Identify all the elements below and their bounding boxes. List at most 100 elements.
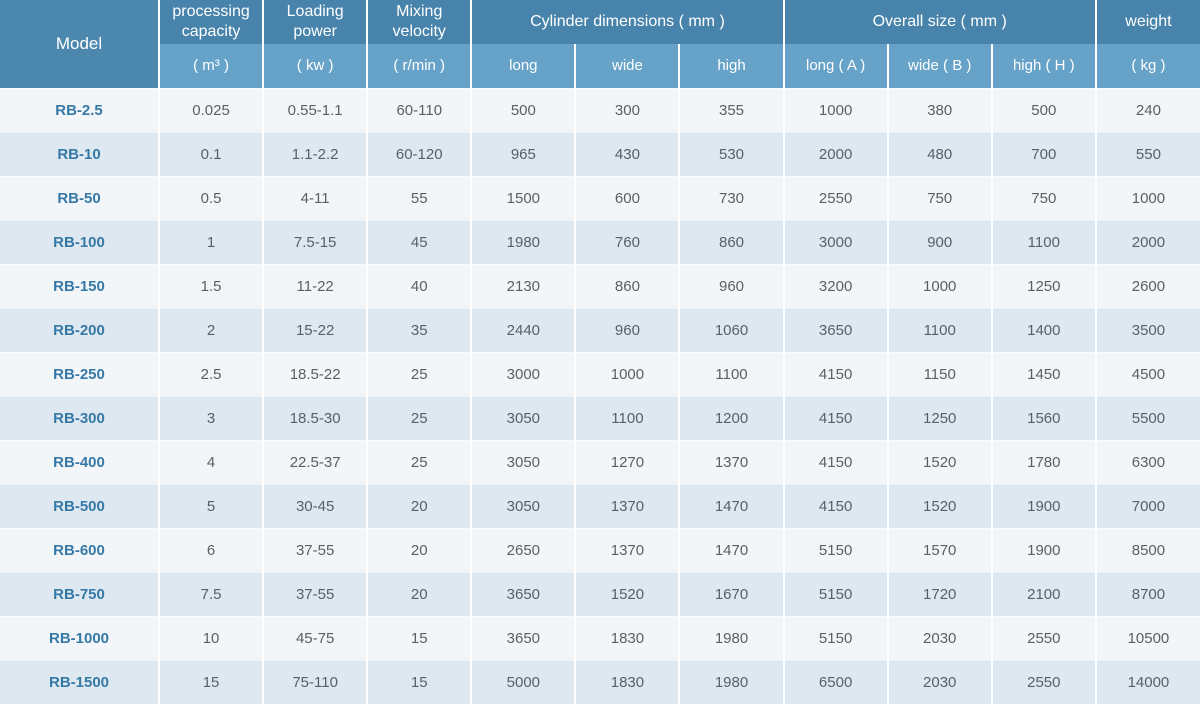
value-cell: 355 <box>679 87 785 132</box>
header-cylinder-wide: wide <box>575 44 681 88</box>
value-cell: 1270 <box>575 439 681 484</box>
value-cell: 3050 <box>471 483 577 528</box>
header-unit-kg: ( kg ) <box>1095 44 1200 88</box>
value-cell: 75-110 <box>263 659 369 704</box>
value-cell: 40 <box>367 263 473 308</box>
value-cell: 1000 <box>1095 175 1200 220</box>
value-cell: 3000 <box>783 219 889 264</box>
value-cell: 1830 <box>575 615 681 660</box>
value-cell: 20 <box>367 527 473 572</box>
value-cell: 1100 <box>575 395 681 440</box>
value-cell: 5150 <box>783 571 889 616</box>
model-cell: RB-150 <box>0 263 160 308</box>
value-cell: 25 <box>367 351 473 396</box>
value-cell: 480 <box>887 131 993 176</box>
table-row: RB-300 3 18.5-30 25 3050 1100 1200 4150 1250 1560… <box>0 395 1200 440</box>
value-cell: 1000 <box>887 263 993 308</box>
value-cell: 530 <box>679 131 785 176</box>
header-cylinder-dimensions: Cylinder dimensions ( mm ) <box>471 0 785 44</box>
value-cell: 1450 <box>991 351 1097 396</box>
value-cell: 2.5 <box>159 351 265 396</box>
header-overall-size: Overall size ( mm ) <box>783 0 1097 44</box>
value-cell: 0.025 <box>159 87 265 132</box>
table-row: RB-10 0.1 1.1-2.2 60-120 965 430 530 2000 480 700… <box>0 131 1200 176</box>
header-overall-long-a: long ( A ) <box>783 44 889 88</box>
value-cell: 0.1 <box>159 131 265 176</box>
value-cell: 4150 <box>783 483 889 528</box>
value-cell: 5150 <box>783 527 889 572</box>
value-cell: 2030 <box>887 659 993 704</box>
value-cell: 2650 <box>471 527 577 572</box>
value-cell: 1670 <box>679 571 785 616</box>
value-cell: 8700 <box>1095 571 1200 616</box>
value-cell: 3 <box>159 395 265 440</box>
table-row: RB-500 5 30-45 20 3050 1370 1470 4150 1520 1900 70… <box>0 483 1200 528</box>
value-cell: 960 <box>679 263 785 308</box>
value-cell: 3000 <box>471 351 577 396</box>
value-cell: 30-45 <box>263 483 369 528</box>
table-row: RB-1000 10 45-75 15 3650 1830 1980 5150 2030 2550… <box>0 615 1200 660</box>
value-cell: 1520 <box>887 439 993 484</box>
table-row: RB-100 1 7.5-15 45 1980 760 860 3000 900 1100 2000 <box>0 219 1200 264</box>
value-cell: 8500 <box>1095 527 1200 572</box>
value-cell: 1250 <box>887 395 993 440</box>
value-cell: 60-110 <box>367 87 473 132</box>
value-cell: 11-22 <box>263 263 369 308</box>
header-row-2: ( m³ ) ( kw ) ( r/min ) long wide high l… <box>0 44 1200 88</box>
table-header: Model processing capacity Loading power … <box>0 0 1200 88</box>
table-row: RB-600 6 37-55 20 2650 1370 1470 5150 1570 1900 85… <box>0 527 1200 572</box>
value-cell: 10 <box>159 615 265 660</box>
value-cell: 1.5 <box>159 263 265 308</box>
value-cell: 15 <box>159 659 265 704</box>
header-overall-wide-b: wide ( B ) <box>887 44 993 88</box>
table-row: RB-150 1.5 11-22 40 2130 860 960 3200 1000 1250 26… <box>0 263 1200 308</box>
value-cell: 3200 <box>783 263 889 308</box>
value-cell: 60-120 <box>367 131 473 176</box>
value-cell: 2100 <box>991 571 1097 616</box>
model-cell: RB-400 <box>0 439 160 484</box>
value-cell: 1370 <box>575 527 681 572</box>
value-cell: 5500 <box>1095 395 1200 440</box>
value-cell: 20 <box>367 483 473 528</box>
value-cell: 1150 <box>887 351 993 396</box>
value-cell: 2030 <box>887 615 993 660</box>
model-cell: RB-250 <box>0 351 160 396</box>
model-cell: RB-100 <box>0 219 160 264</box>
value-cell: 1900 <box>991 527 1097 572</box>
value-cell: 1200 <box>679 395 785 440</box>
value-cell: 3050 <box>471 439 577 484</box>
value-cell: 1560 <box>991 395 1097 440</box>
value-cell: 730 <box>679 175 785 220</box>
value-cell: 3050 <box>471 395 577 440</box>
value-cell: 25 <box>367 395 473 440</box>
value-cell: 1470 <box>679 527 785 572</box>
model-cell: RB-2.5 <box>0 87 160 132</box>
value-cell: 960 <box>575 307 681 352</box>
value-cell: 7.5-15 <box>263 219 369 264</box>
table-row: RB-200 2 15-22 35 2440 960 1060 3650 1100 1400 350… <box>0 307 1200 352</box>
value-cell: 18.5-30 <box>263 395 369 440</box>
value-cell: 5000 <box>471 659 577 704</box>
value-cell: 35 <box>367 307 473 352</box>
value-cell: 37-55 <box>263 527 369 572</box>
header-weight: weight <box>1095 0 1200 44</box>
value-cell: 1520 <box>887 483 993 528</box>
value-cell: 760 <box>575 219 681 264</box>
header-cylinder-high: high <box>679 44 785 88</box>
value-cell: 750 <box>887 175 993 220</box>
value-cell: 1900 <box>991 483 1097 528</box>
value-cell: 5 <box>159 483 265 528</box>
header-loading-power: Loading power <box>263 0 369 44</box>
table-row: RB-750 7.5 37-55 20 3650 1520 1670 5150 1720 2100… <box>0 571 1200 616</box>
value-cell: 965 <box>471 131 577 176</box>
value-cell: 15 <box>367 659 473 704</box>
table-row: RB-50 0.5 4-11 55 1500 600 730 2550 750 750 1000 <box>0 175 1200 220</box>
model-cell: RB-1500 <box>0 659 160 704</box>
header-unit-kw: ( kw ) <box>263 44 369 88</box>
table-row: RB-1500 15 75-110 15 5000 1830 1980 6500 2030 255… <box>0 659 1200 704</box>
value-cell: 7000 <box>1095 483 1200 528</box>
value-cell: 3650 <box>783 307 889 352</box>
header-row-1: Model processing capacity Loading power … <box>0 0 1200 88</box>
value-cell: 2550 <box>783 175 889 220</box>
value-cell: 1780 <box>991 439 1097 484</box>
